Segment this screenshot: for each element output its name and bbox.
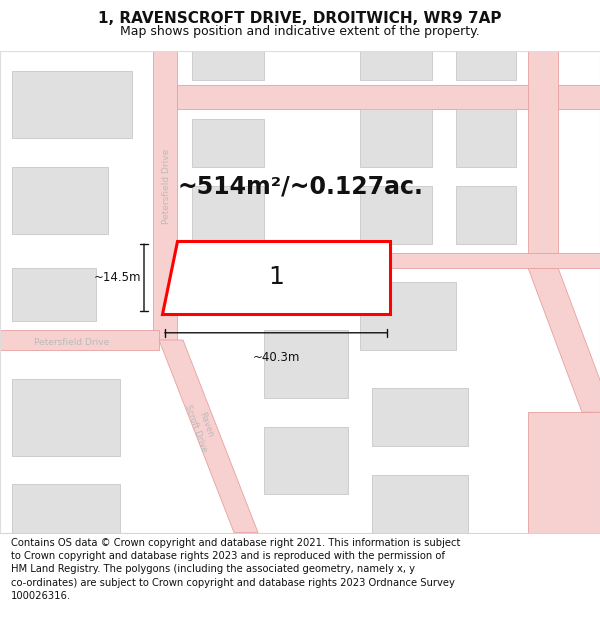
Polygon shape — [528, 268, 600, 412]
Polygon shape — [162, 241, 390, 314]
Polygon shape — [264, 427, 348, 494]
Polygon shape — [360, 253, 600, 268]
Polygon shape — [372, 388, 468, 446]
Polygon shape — [372, 475, 468, 532]
Polygon shape — [0, 331, 159, 349]
Polygon shape — [360, 42, 432, 80]
Polygon shape — [192, 244, 264, 301]
Polygon shape — [12, 484, 120, 532]
Polygon shape — [159, 340, 258, 532]
Polygon shape — [264, 331, 348, 398]
Text: Petersfield Drive: Petersfield Drive — [34, 338, 110, 347]
Polygon shape — [12, 268, 96, 321]
Polygon shape — [360, 109, 432, 167]
Polygon shape — [192, 119, 264, 167]
Text: ~40.3m: ~40.3m — [253, 351, 299, 364]
Polygon shape — [192, 186, 264, 244]
Polygon shape — [360, 186, 432, 244]
Polygon shape — [12, 167, 108, 234]
Polygon shape — [528, 412, 600, 532]
Text: Petersfield Drive: Petersfield Drive — [162, 148, 172, 224]
Text: 1, RAVENSCROFT DRIVE, DROITWICH, WR9 7AP: 1, RAVENSCROFT DRIVE, DROITWICH, WR9 7AP — [98, 11, 502, 26]
Text: Map shows position and indicative extent of the property.: Map shows position and indicative extent… — [120, 26, 480, 39]
Polygon shape — [12, 379, 120, 456]
Polygon shape — [177, 85, 600, 109]
Text: ~14.5m: ~14.5m — [94, 271, 141, 284]
Polygon shape — [12, 71, 132, 138]
Polygon shape — [153, 42, 177, 340]
Text: 1: 1 — [268, 266, 284, 289]
Text: ~514m²/~0.127ac.: ~514m²/~0.127ac. — [177, 174, 423, 198]
Polygon shape — [456, 42, 516, 80]
Text: Contains OS data © Crown copyright and database right 2021. This information is : Contains OS data © Crown copyright and d… — [11, 538, 460, 601]
Polygon shape — [456, 109, 516, 167]
Polygon shape — [528, 42, 558, 268]
Text: Raven
Scroft Drive: Raven Scroft Drive — [184, 400, 218, 453]
Polygon shape — [456, 186, 516, 244]
Polygon shape — [192, 42, 264, 80]
Polygon shape — [360, 282, 456, 349]
